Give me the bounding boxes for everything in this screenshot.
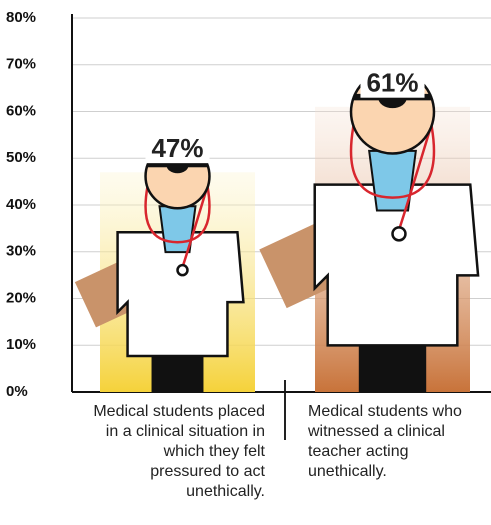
- y-tick-label: 80%: [6, 9, 36, 26]
- y-tick-label: 10%: [6, 336, 36, 353]
- y-tick-label: 0%: [6, 383, 28, 400]
- y-tick-label: 70%: [6, 56, 36, 73]
- figure-leg: [359, 340, 426, 392]
- category-label: Medical students placed in a clinical si…: [90, 402, 265, 502]
- value-label: 47%: [151, 133, 203, 163]
- y-tick-label: 30%: [6, 243, 36, 260]
- figure-chestpiece: [393, 227, 406, 240]
- figure-leg: [152, 352, 204, 392]
- category-label: Medical students who witnessed a clinica…: [308, 402, 478, 482]
- value-label: 61%: [366, 68, 418, 98]
- y-tick-label: 20%: [6, 289, 36, 306]
- y-tick-label: 40%: [6, 196, 36, 213]
- y-tick-label: 60%: [6, 102, 36, 119]
- figure-chestpiece: [178, 265, 188, 275]
- chart: 0% 10% 20% 30% 40% 50% 60% 70% 80% 47% 61% Medical…: [0, 0, 491, 525]
- y-tick-label: 50%: [6, 149, 36, 166]
